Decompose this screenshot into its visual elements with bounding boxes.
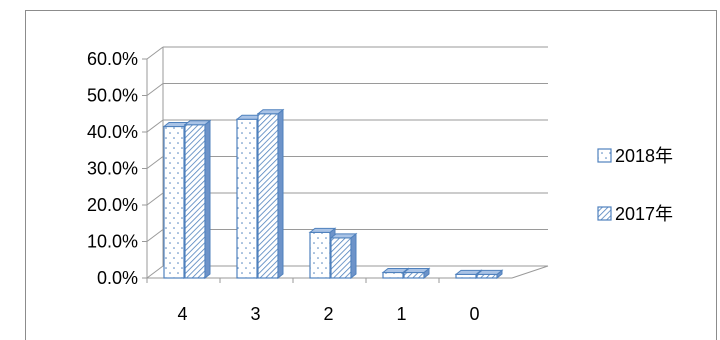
y-tick-label: 30.0% [87, 159, 138, 179]
bar [454, 269, 483, 280]
gridline-connector [146, 119, 164, 133]
legend: 2018年 2017年 [597, 146, 673, 224]
bar-top [256, 109, 285, 115]
chart-frame [25, 10, 717, 340]
gridline-connector [146, 156, 164, 169]
x-tick-label: 4 [177, 304, 187, 324]
legend-label: 2018年 [615, 146, 673, 166]
y-tick-label: 10.0% [87, 232, 138, 252]
bar-top [329, 233, 358, 239]
bar [329, 232, 358, 280]
gridline-connector [146, 83, 164, 96]
y-tick-label: 60.0% [87, 49, 138, 69]
floor-edge [511, 265, 549, 279]
y-tick-label: 20.0% [87, 195, 138, 215]
y-tick-label: 0.0% [97, 268, 138, 288]
bar-front [476, 273, 498, 279]
gridline-connector [146, 46, 164, 60]
bar-front [257, 113, 279, 279]
legend-swatch [597, 206, 612, 221]
bar-side [277, 108, 284, 280]
bar-top [381, 268, 410, 274]
gridline-connector [146, 192, 164, 206]
bar-top [402, 268, 431, 274]
x-tick-label: 3 [250, 304, 260, 324]
bar-front [236, 118, 258, 279]
bar-top [454, 269, 483, 275]
bar [402, 267, 431, 280]
x-tick-label: 0 [469, 304, 479, 324]
bar-front [455, 273, 477, 279]
bar-front [382, 271, 404, 279]
y-tick-label: 40.0% [87, 122, 138, 142]
y-tick-label: 50.0% [87, 86, 138, 106]
x-tick-label: 1 [396, 304, 406, 324]
x-tick-label: 2 [323, 304, 333, 324]
gridline-connector [146, 265, 164, 279]
label-layer: 0.0% 10.0% 20.0% 30.0% 40.0% 50.0% 60.0% 4 3 2 1 0 [87, 49, 480, 324]
bar-front [330, 237, 352, 279]
bar [183, 119, 212, 280]
bar-top [183, 120, 212, 126]
bar-side [350, 232, 357, 280]
bar-side [204, 119, 211, 280]
bar-front [403, 271, 425, 279]
bar-top [308, 227, 337, 233]
bar-front [163, 125, 185, 279]
bar-top [475, 269, 504, 275]
bars-layer [162, 108, 504, 280]
bar-front [309, 231, 331, 279]
legend-label: 2017年 [615, 204, 673, 224]
bar-front [184, 124, 206, 279]
bar [256, 108, 285, 280]
legend-swatch [597, 148, 612, 163]
gridline-connector [146, 229, 164, 242]
bar [475, 269, 504, 280]
